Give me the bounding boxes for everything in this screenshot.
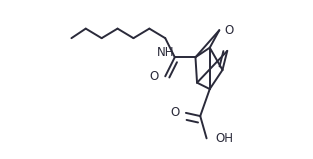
Text: O: O bbox=[170, 106, 180, 119]
Text: OH: OH bbox=[215, 132, 233, 145]
Text: O: O bbox=[225, 24, 234, 37]
Text: O: O bbox=[150, 70, 159, 83]
Text: NH: NH bbox=[156, 46, 174, 59]
